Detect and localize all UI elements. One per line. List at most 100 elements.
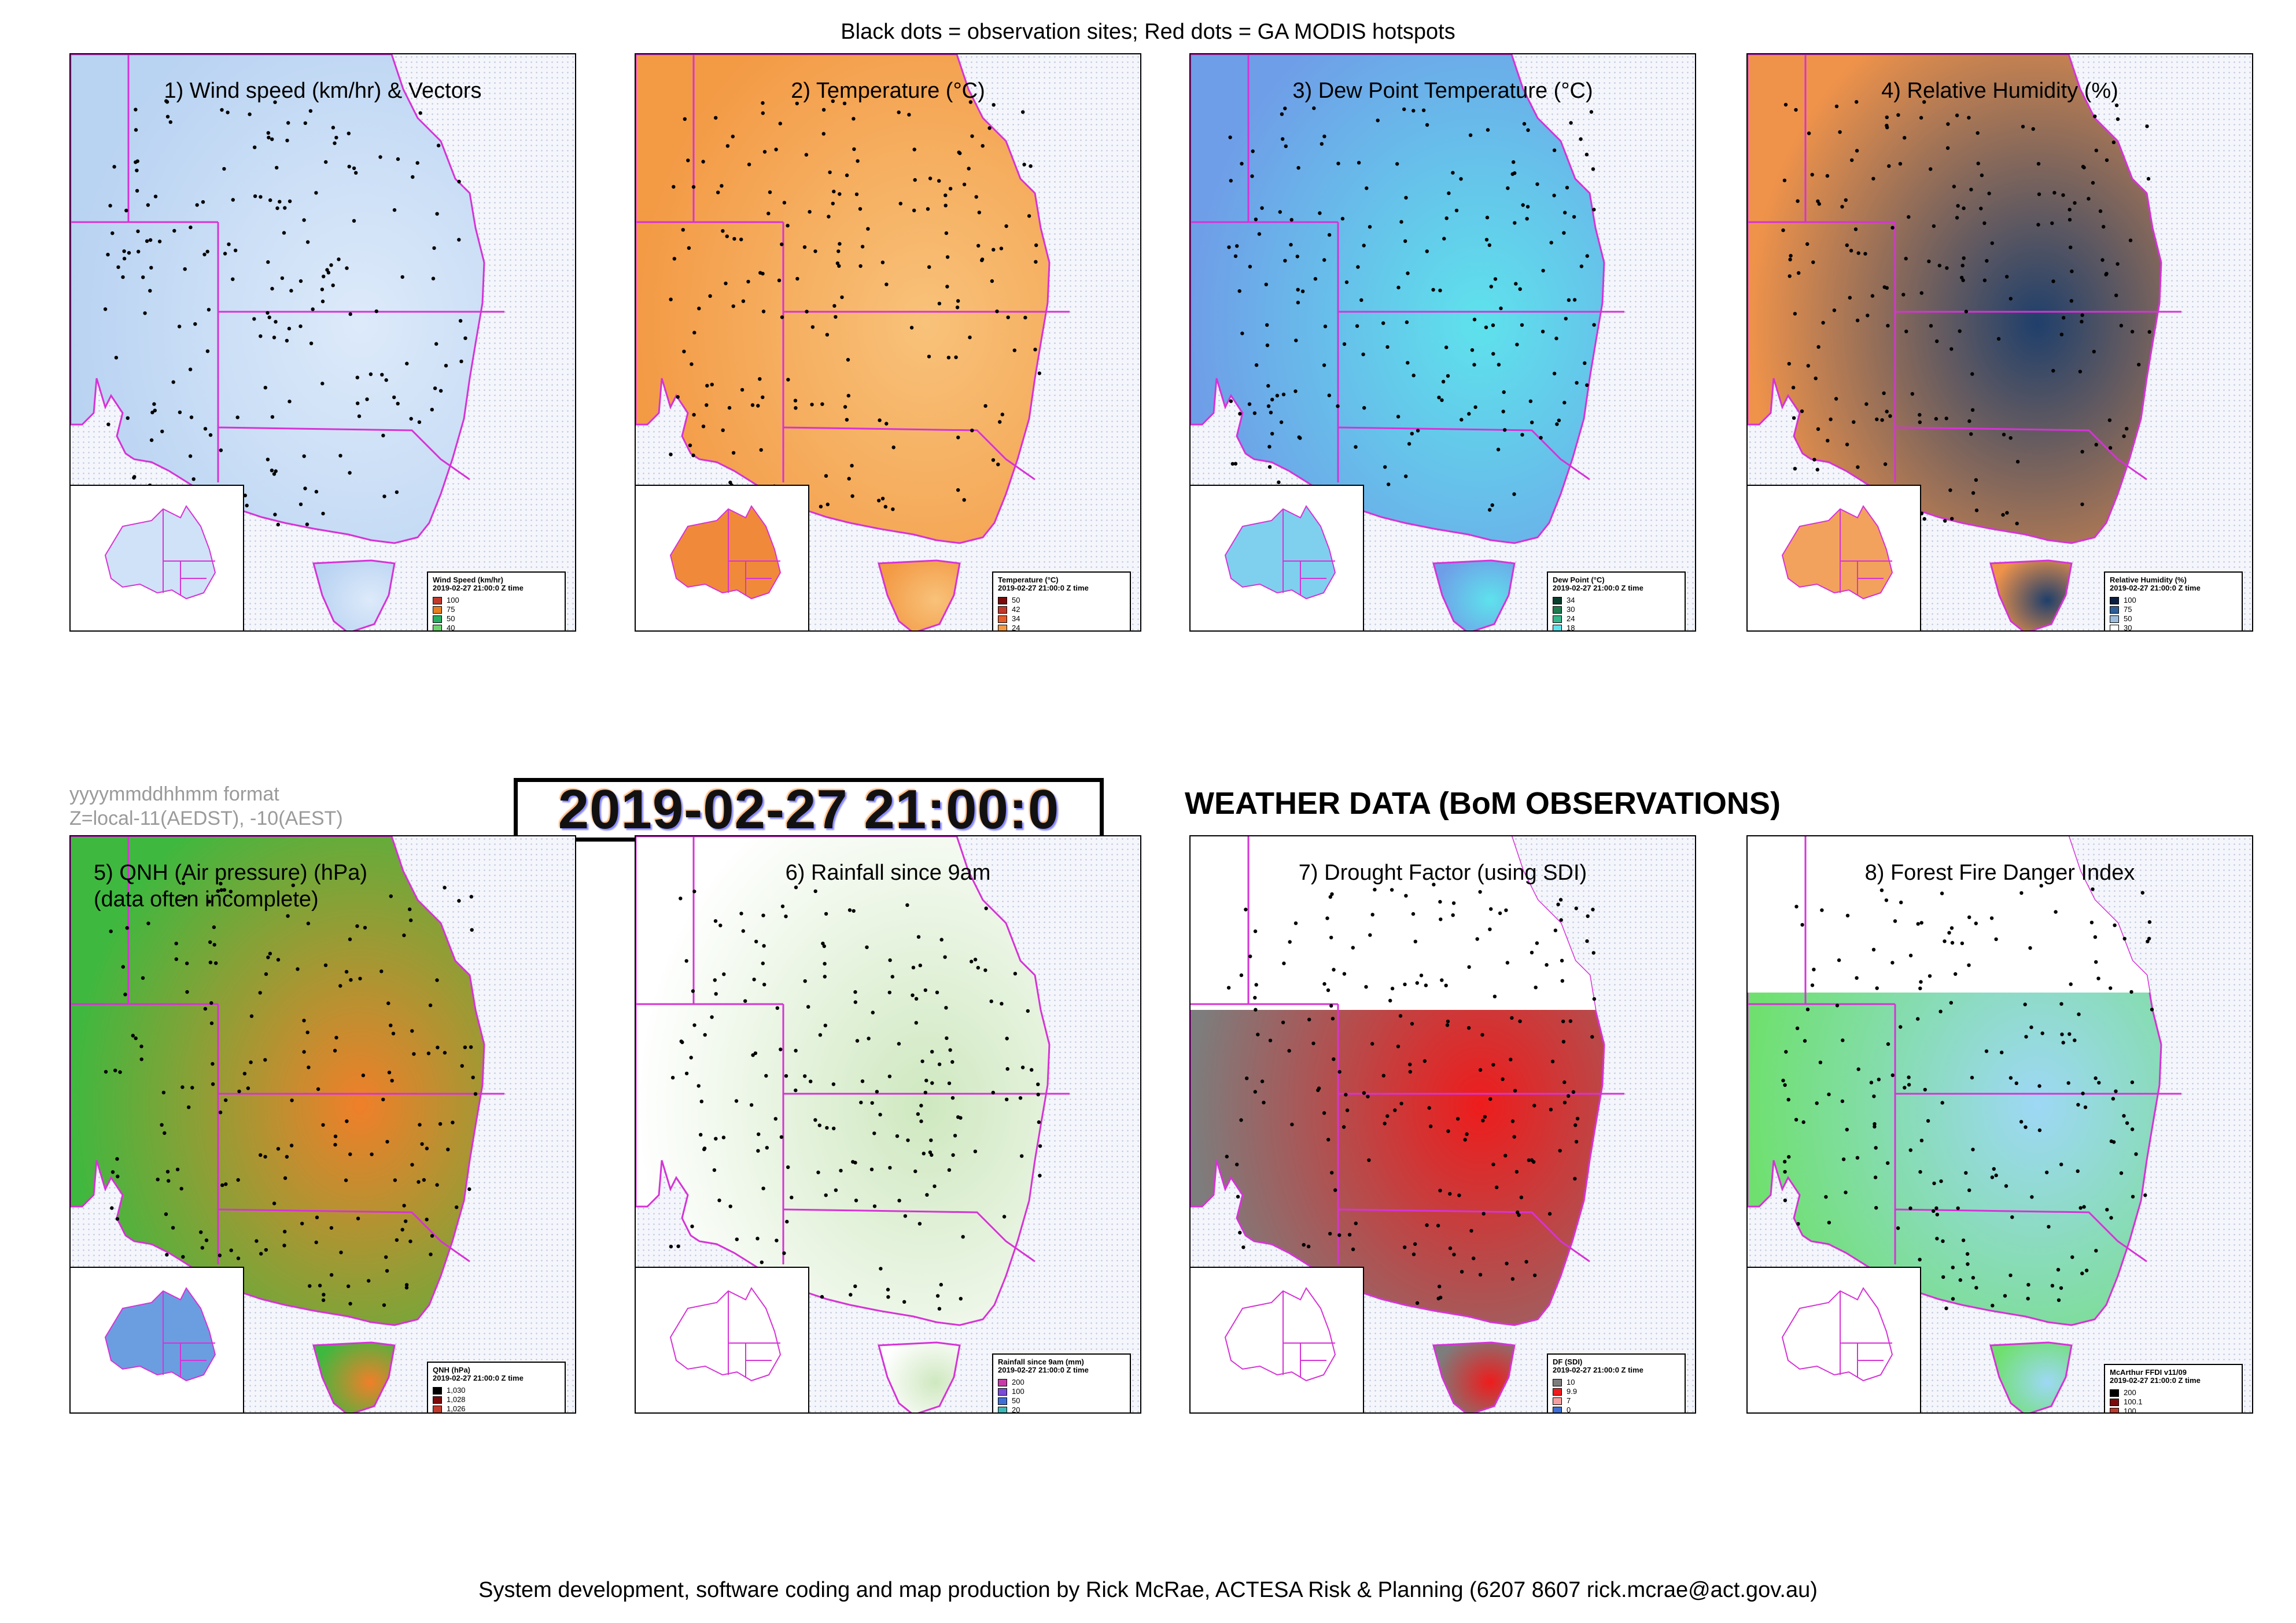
observation-site [1005,1036,1009,1041]
observation-site [2030,1195,2034,1199]
observation-site [1874,1146,1878,1150]
observation-site [1437,396,1441,400]
observation-site [930,1153,934,1157]
observation-site [1903,136,1907,140]
observation-site [270,469,274,473]
observation-site [252,317,256,321]
observation-site [1888,414,1892,418]
observation-site [1503,428,1507,432]
observation-site [721,229,725,233]
observation-site [219,888,223,892]
observation-site [1887,164,1891,168]
observation-site [344,1178,348,1182]
australia-outline [1224,1287,1336,1382]
observation-site [852,909,856,913]
observation-site [209,1001,213,1005]
observation-site [1954,972,1958,976]
observation-site [816,1170,820,1175]
observation-site [1863,252,1867,256]
observation-site [181,1255,185,1259]
observation-site [1235,1163,1239,1167]
observation-site [1824,1195,1828,1199]
observation-site [2094,1249,2098,1253]
observation-site [962,182,967,187]
observation-site [1296,300,1300,305]
observation-site [222,167,226,171]
observation-site [1781,228,1785,233]
legend-entry: 50 [998,1396,1125,1406]
observation-site [2077,1012,2081,1016]
observation-site [951,1153,955,1157]
observation-site [1922,517,1926,521]
observation-site [669,452,673,456]
observation-site [160,429,164,434]
observation-site [888,958,892,962]
legend-label: 200 [1012,1378,1024,1386]
observation-site [275,165,279,170]
observation-site [347,131,351,135]
observation-site [1908,953,1913,958]
observation-site [699,1100,703,1104]
observation-site [877,499,881,503]
observation-site [276,522,280,527]
observation-site [782,201,787,205]
observation-site [2080,319,2084,324]
observation-site [741,299,746,303]
observation-site [1484,325,1488,330]
observation-site [183,267,187,271]
observation-site [1572,215,1576,219]
observation-site [393,1178,397,1182]
observation-site [1505,1261,1509,1266]
observation-site [679,897,683,901]
observation-site [2069,245,2073,249]
observation-site [880,496,885,501]
observation-site [974,195,978,199]
observation-site [432,246,436,250]
legend-label: 30 [1567,605,1575,614]
observation-site [1362,406,1366,410]
observation-site [1879,888,1884,892]
observation-site [2008,1076,2013,1080]
observation-site [1238,1230,1242,1235]
observation-site [2093,115,2097,119]
observation-site [1332,968,1336,972]
observation-site [832,1126,836,1131]
observation-site [1793,312,1797,316]
observation-site [1980,173,1984,178]
observation-site [2067,208,2072,212]
qnh-map [71,836,504,1412]
observation-site [1591,167,1595,171]
observation-site [747,163,751,167]
observation-site [1937,263,1941,268]
observation-site [384,378,388,382]
observation-site [1567,298,1571,302]
observation-site [1238,412,1242,416]
observation-site [1504,908,1508,912]
observation-site [121,965,125,969]
observation-site [705,383,709,388]
observation-site [832,189,836,194]
legend-swatch [1553,615,1562,623]
observation-site [2147,920,2152,924]
observation-site [827,215,831,219]
observation-site [1908,1206,1912,1211]
observation-site [1342,1125,1346,1129]
observation-site [1266,383,1270,388]
observation-site [1583,361,1587,365]
observation-site [1018,1096,1023,1100]
observation-site [385,1269,389,1273]
observation-site [2122,1114,2126,1118]
observation-site [189,415,194,419]
observation-site [1591,951,1595,955]
observation-site [268,951,272,956]
observation-site [2128,238,2133,242]
legend-swatch [1553,606,1562,614]
observation-site [976,965,980,970]
legend-title: Dew Point (°C) [1553,576,1605,584]
observation-site [995,309,999,313]
observation-site [1869,1080,1874,1085]
observation-site [1524,1260,1528,1264]
observation-site [1549,241,1553,245]
observation-site [1288,940,1292,944]
legend-entry: 30 [2110,624,2237,630]
